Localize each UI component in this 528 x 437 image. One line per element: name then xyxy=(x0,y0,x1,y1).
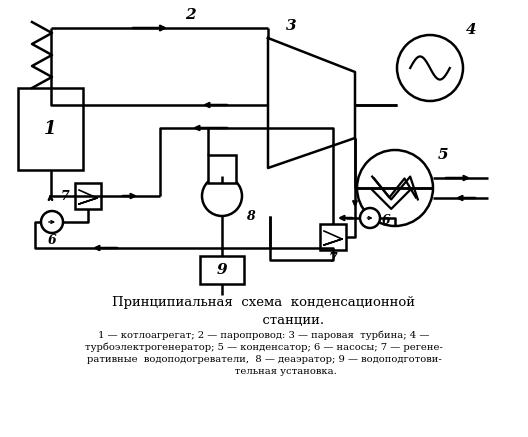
Circle shape xyxy=(357,150,433,226)
Circle shape xyxy=(41,211,63,233)
Text: 7: 7 xyxy=(328,253,337,266)
Text: 4: 4 xyxy=(466,23,476,37)
Text: 9: 9 xyxy=(216,263,228,277)
Bar xyxy=(208,155,236,183)
Bar xyxy=(18,88,83,170)
Circle shape xyxy=(202,176,242,216)
Text: 7: 7 xyxy=(61,190,69,202)
Text: 8: 8 xyxy=(246,209,254,222)
Circle shape xyxy=(397,35,463,101)
Circle shape xyxy=(360,208,380,228)
Text: 3: 3 xyxy=(286,19,297,33)
Bar xyxy=(320,224,346,250)
Text: 2: 2 xyxy=(185,8,195,22)
Text: 6: 6 xyxy=(48,233,56,246)
Bar xyxy=(200,256,244,284)
Text: 6: 6 xyxy=(382,214,390,226)
Text: 5: 5 xyxy=(438,148,448,162)
Text: Принципиальная  схема  конденсационной
              станции.: Принципиальная схема конденсационной ста… xyxy=(112,296,416,327)
Text: 1 — котлоагрегат; 2 — паропровод: 3 — паровая  турбина; 4 —
турбоэлектрогенерато: 1 — котлоагрегат; 2 — паропровод: 3 — па… xyxy=(85,330,443,375)
Bar xyxy=(75,183,101,209)
Text: 1: 1 xyxy=(44,120,56,138)
